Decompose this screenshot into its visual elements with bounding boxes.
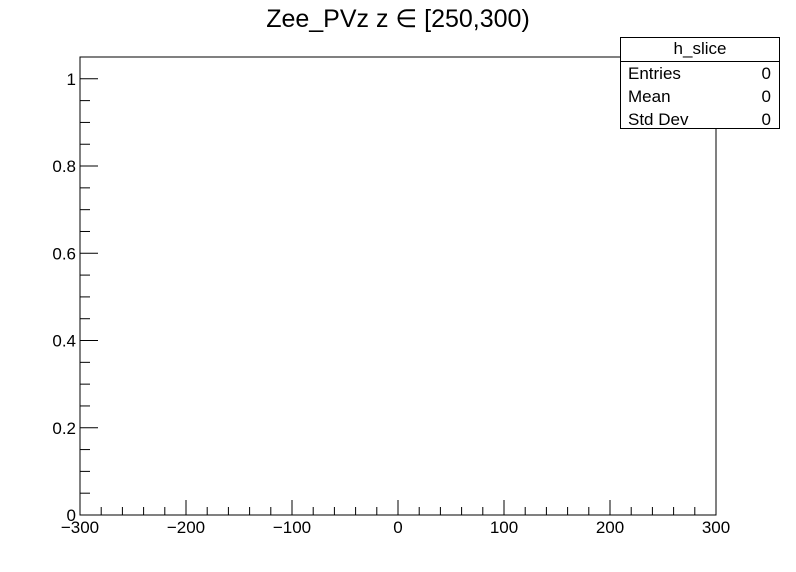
stats-row-mean: Mean 0 <box>621 85 779 108</box>
stats-box: h_slice Entries 0 Mean 0 Std Dev 0 <box>620 37 780 129</box>
y-tick-label: 0 <box>67 506 76 525</box>
y-axis: 0 0.2 0.4 0.6 0.8 1 <box>52 56 98 525</box>
stats-label-mean: Mean <box>628 87 671 106</box>
stats-value-entries: 0 <box>761 64 771 83</box>
x-tick-label: −100 <box>273 518 311 537</box>
chart-title: Zee_PVz z ∈ [250,300) <box>266 5 530 33</box>
stats-value-stddev: 0 <box>761 110 771 129</box>
y-tick-label: 0.4 <box>52 332 76 351</box>
y-tick-label: 0.6 <box>52 244 76 263</box>
x-tick-label: 100 <box>490 518 518 537</box>
stats-label-stddev: Std Dev <box>628 110 689 129</box>
x-tick-label: 300 <box>702 518 730 537</box>
y-tick-label: 1 <box>67 70 76 89</box>
stats-box-title: h_slice <box>621 38 779 62</box>
x-axis: −300 −200 −100 0 100 200 300 <box>61 500 730 537</box>
x-tick-label: −200 <box>167 518 205 537</box>
x-tick-label: 0 <box>393 518 402 537</box>
stats-label-entries: Entries <box>628 64 681 83</box>
stats-row-entries: Entries 0 <box>621 62 779 85</box>
y-tick-label: 0.2 <box>52 419 76 438</box>
stats-row-stddev: Std Dev 0 <box>621 108 779 131</box>
y-tick-label: 0.8 <box>52 157 76 176</box>
stats-value-mean: 0 <box>761 87 771 106</box>
x-tick-label: −300 <box>61 518 99 537</box>
x-tick-label: 200 <box>596 518 624 537</box>
